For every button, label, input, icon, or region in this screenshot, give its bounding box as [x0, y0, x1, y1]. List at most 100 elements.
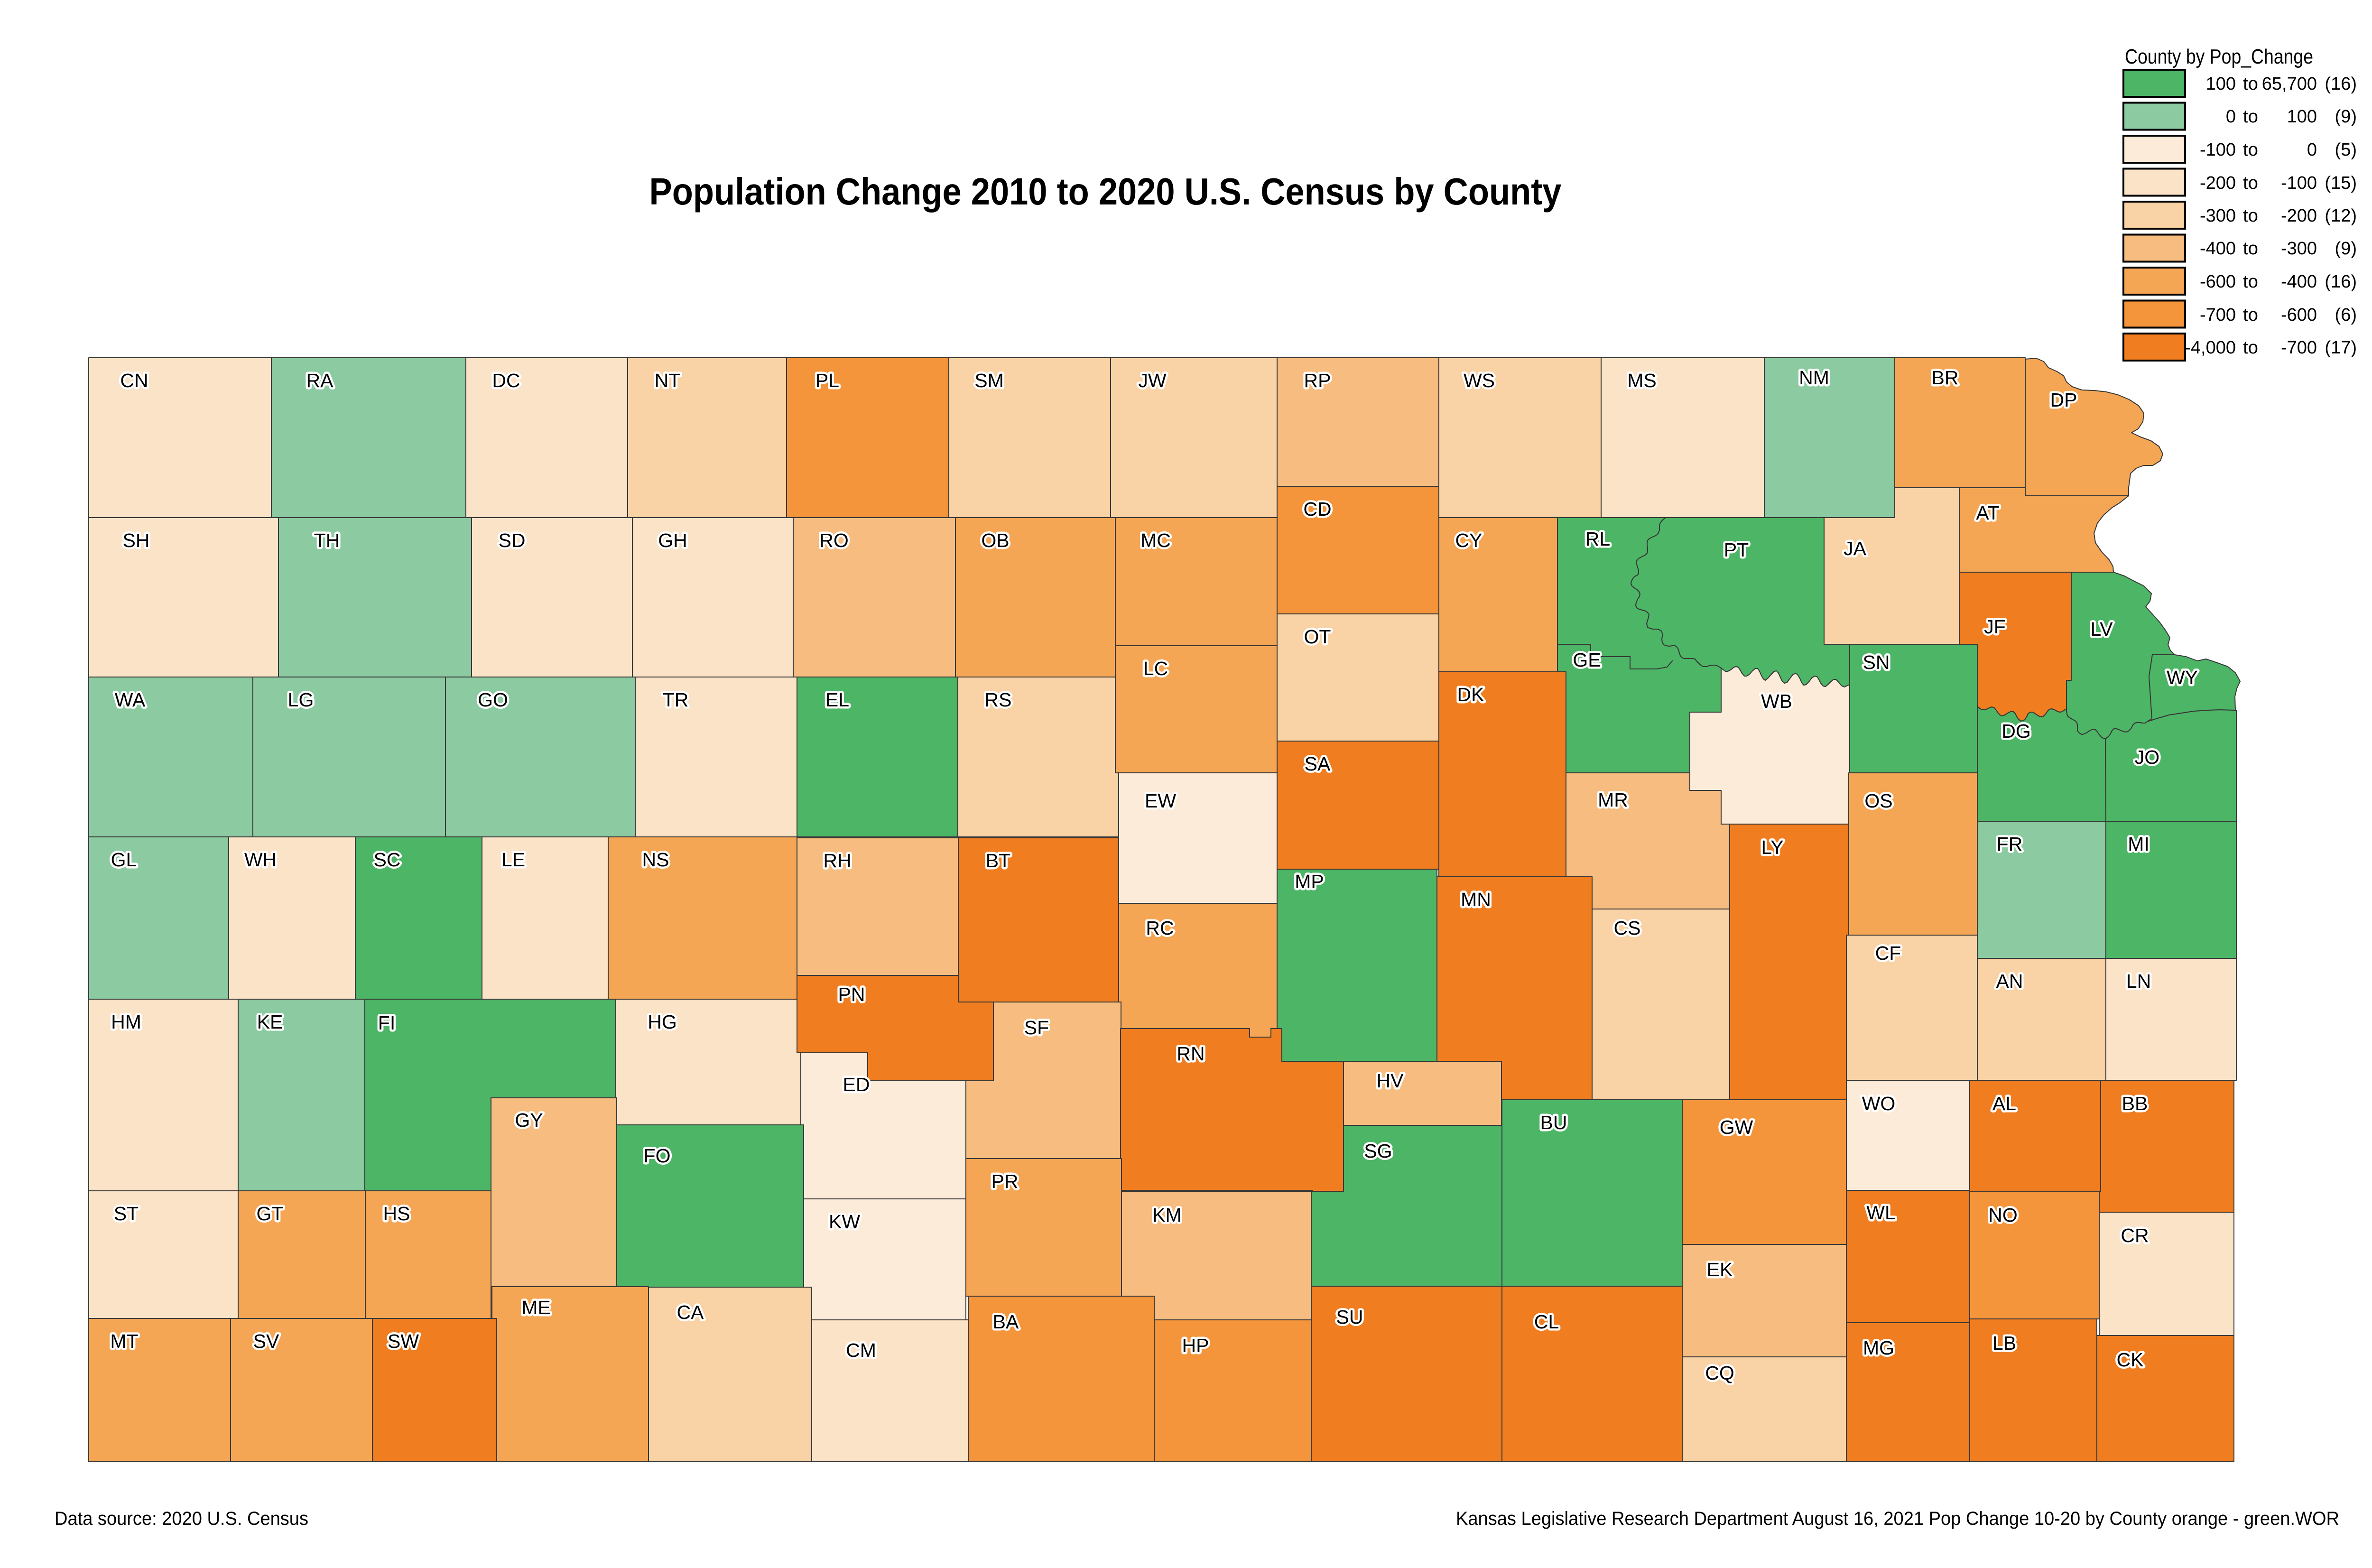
svg-text:KE: KE: [257, 1011, 283, 1033]
svg-text:ST: ST: [114, 1203, 139, 1225]
svg-text:KW: KW: [829, 1211, 860, 1233]
svg-text:NM: NM: [1799, 367, 1829, 389]
svg-text:-600: -600: [2281, 305, 2317, 325]
svg-text:TR: TR: [663, 689, 689, 711]
svg-text:MI: MI: [2128, 833, 2150, 855]
svg-text:NO: NO: [1988, 1204, 2018, 1226]
svg-text:WY: WY: [2167, 667, 2198, 688]
svg-text:(17): (17): [2325, 338, 2357, 358]
svg-text:Data source: 2020 U.S. Census: Data source: 2020 U.S. Census: [55, 1508, 308, 1529]
svg-text:GE: GE: [1573, 649, 1601, 671]
svg-text:100: 100: [2287, 107, 2317, 127]
svg-text:County by Pop_Change: County by Pop_Change: [2125, 45, 2313, 68]
svg-text:MR: MR: [1598, 789, 1628, 811]
svg-text:-400: -400: [2200, 239, 2236, 259]
svg-text:WL: WL: [1866, 1202, 1896, 1224]
svg-text:(15): (15): [2325, 173, 2357, 193]
svg-text:HS: HS: [383, 1203, 410, 1225]
svg-text:GW: GW: [1720, 1116, 1753, 1138]
svg-text:to: to: [2243, 173, 2258, 193]
svg-text:-4,000: -4,000: [2185, 338, 2236, 358]
svg-text:DK: DK: [1457, 684, 1484, 705]
svg-text:WB: WB: [1761, 690, 1792, 712]
svg-text:-400: -400: [2281, 272, 2317, 292]
svg-text:Population Change 2010 to 2020: Population Change 2010 to 2020 U.S. Cens…: [649, 170, 1562, 213]
svg-text:MP: MP: [1295, 871, 1324, 892]
svg-text:-600: -600: [2200, 272, 2236, 292]
svg-text:MC: MC: [1140, 529, 1171, 551]
svg-text:EK: EK: [1707, 1259, 1733, 1280]
svg-text:JW: JW: [1138, 370, 1167, 391]
svg-text:AL: AL: [1992, 1093, 2016, 1114]
svg-text:SW: SW: [388, 1330, 419, 1352]
svg-text:ED: ED: [843, 1074, 870, 1095]
svg-text:to: to: [2243, 305, 2258, 325]
svg-text:SU: SU: [1336, 1306, 1363, 1328]
svg-text:CM: CM: [846, 1339, 876, 1361]
svg-text:SG: SG: [1364, 1140, 1392, 1162]
svg-text:BT: BT: [986, 850, 1010, 872]
svg-text:to: to: [2243, 206, 2258, 226]
svg-text:JF: JF: [1984, 616, 2006, 638]
svg-text:CQ: CQ: [1705, 1362, 1734, 1384]
svg-text:to: to: [2243, 74, 2258, 94]
svg-text:HV: HV: [1377, 1070, 1404, 1092]
svg-text:-100: -100: [2281, 173, 2317, 193]
svg-text:WS: WS: [1464, 370, 1495, 391]
svg-text:LG: LG: [288, 689, 314, 711]
svg-text:SA: SA: [1305, 753, 1331, 775]
svg-text:MT: MT: [110, 1330, 138, 1352]
svg-text:SC: SC: [374, 849, 401, 871]
svg-text:OB: OB: [981, 529, 1009, 551]
svg-text:-200: -200: [2281, 206, 2317, 226]
svg-text:RO: RO: [819, 529, 849, 551]
svg-text:SH: SH: [123, 529, 150, 551]
svg-text:CK: CK: [2117, 1349, 2144, 1371]
svg-text:TH: TH: [314, 529, 340, 551]
svg-text:-300: -300: [2281, 239, 2317, 259]
svg-text:WA: WA: [115, 689, 146, 711]
svg-text:CL: CL: [1534, 1311, 1559, 1333]
svg-text:GT: GT: [257, 1203, 284, 1225]
svg-text:Kansas Legislative Research De: Kansas Legislative Research Department A…: [1456, 1508, 2339, 1529]
svg-text:(9): (9): [2335, 107, 2357, 127]
svg-text:(16): (16): [2325, 74, 2357, 94]
svg-text:MG: MG: [1863, 1337, 1894, 1359]
svg-text:BB: BB: [2122, 1093, 2148, 1114]
svg-text:FI: FI: [378, 1012, 395, 1034]
svg-text:(5): (5): [2335, 140, 2357, 160]
svg-text:RC: RC: [1146, 917, 1174, 939]
svg-text:CR: CR: [2121, 1225, 2149, 1246]
svg-text:GO: GO: [478, 689, 508, 711]
svg-text:LV: LV: [2090, 618, 2113, 640]
svg-text:CS: CS: [1614, 917, 1641, 939]
svg-text:DC: DC: [492, 370, 520, 391]
svg-text:PT: PT: [1724, 539, 1749, 561]
svg-text:LB: LB: [1992, 1332, 2016, 1354]
svg-text:RA: RA: [306, 370, 334, 391]
svg-text:BA: BA: [993, 1311, 1019, 1333]
svg-text:HM: HM: [111, 1011, 141, 1033]
svg-text:SF: SF: [1024, 1017, 1049, 1039]
svg-text:to: to: [2243, 272, 2258, 292]
svg-text:FR: FR: [1997, 833, 2023, 855]
svg-text:AT: AT: [1976, 502, 1999, 524]
svg-text:to: to: [2243, 338, 2258, 358]
svg-text:BU: BU: [1540, 1112, 1567, 1133]
svg-text:GY: GY: [515, 1109, 543, 1131]
svg-text:NT: NT: [655, 370, 681, 391]
svg-text:RP: RP: [1304, 370, 1331, 391]
svg-text:SD: SD: [499, 529, 526, 551]
svg-text:OT: OT: [1304, 626, 1331, 648]
svg-text:JO: JO: [2135, 746, 2159, 768]
svg-text:EW: EW: [1145, 790, 1176, 812]
svg-text:SV: SV: [253, 1330, 279, 1352]
svg-text:CA: CA: [677, 1301, 704, 1323]
svg-text:PR: PR: [991, 1170, 1019, 1192]
svg-text:-200: -200: [2200, 173, 2236, 193]
svg-text:NS: NS: [642, 849, 669, 871]
svg-text:(6): (6): [2335, 305, 2357, 325]
svg-text:0: 0: [2226, 107, 2236, 127]
svg-text:CN: CN: [120, 370, 148, 391]
svg-text:LE: LE: [501, 849, 525, 871]
